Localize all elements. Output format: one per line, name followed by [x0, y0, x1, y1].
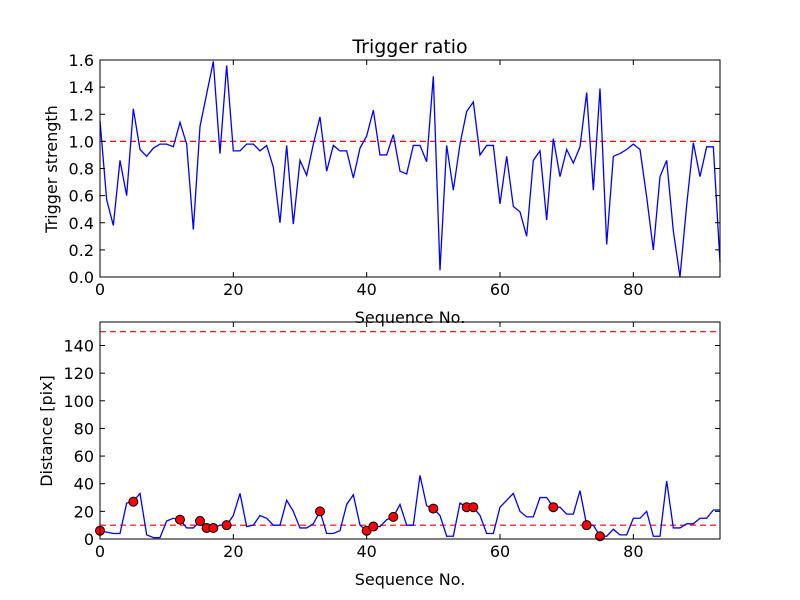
top-series-line [99, 61, 721, 278]
top-x-tick-label: 20 [223, 280, 243, 299]
top-x-tick-label: 80 [623, 280, 643, 299]
bottom-marker-point [468, 502, 479, 513]
bottom-marker-point [428, 503, 439, 514]
bottom-x-tick-label: 40 [356, 542, 376, 561]
bottom-marker-point [548, 502, 559, 513]
top-x-tick-label: 60 [490, 280, 510, 299]
bottom-marker-point [175, 514, 185, 525]
bottom-marker-point [128, 496, 139, 507]
bottom-marker-point [208, 522, 219, 533]
bottom-marker-point [221, 520, 232, 531]
top-plot-area: 0 20 40 60 80 0.0 0.2 0.4 0.6 0.8 1.0 1.2 1.4 1.6 [69, 51, 721, 299]
top-y-tick-label: 1.4 [69, 78, 94, 97]
bottom-marker-point [388, 511, 399, 522]
bottom-x-axis-label: Sequence No. [355, 570, 466, 589]
top-y-tick-label: 0.6 [69, 187, 94, 206]
bottom-y-tick-label: 100 [63, 392, 94, 411]
top-y-tick-label: 1.6 [69, 51, 94, 70]
bottom-y-axis-label: Distance [pix] [37, 375, 56, 487]
top-y-tick-label: 0.2 [69, 241, 94, 260]
bottom-marker-point [368, 521, 379, 532]
top-y-tick-label: 1.0 [69, 132, 94, 151]
bottom-y-tick-label: 0 [84, 530, 94, 549]
top-y-tick-label: 1.2 [69, 105, 94, 124]
bottom-x-tick-label: 0 [95, 542, 105, 561]
bottom-y-tick-label: 140 [63, 336, 94, 355]
bottom-marker-point [195, 516, 205, 527]
bottom-y-tick-label: 80 [74, 419, 94, 438]
bottom-plot-area: 0 20 40 60 80 0 20 40 60 80 100 120 140 [63, 321, 721, 561]
bottom-marker-point [581, 520, 592, 531]
trigger-ratio-panel: Trigger ratio Sequence No. Trigger stren… [42, 36, 721, 327]
top-x-axis-label: Sequence No. [355, 308, 466, 327]
bottom-y-tick-label: 60 [74, 447, 94, 466]
bottom-marker-point [315, 506, 325, 517]
top-x-tick-label: 40 [356, 280, 376, 299]
top-y-tick-label: 0.4 [69, 214, 94, 233]
bottom-y-tick-label: 20 [74, 502, 94, 521]
top-x-tick-label: 0 [95, 280, 105, 299]
trigger-ratio-title: Trigger ratio [351, 36, 467, 58]
bottom-y-tick-label: 40 [74, 475, 94, 494]
top-y-tick-label: 0.0 [69, 268, 94, 287]
bottom-marker-point [595, 531, 605, 542]
top-y-tick-label: 0.8 [69, 160, 94, 179]
bottom-y-tick-label: 120 [63, 364, 94, 383]
bottom-axes-frame [99, 321, 721, 540]
bottom-x-tick-label: 20 [223, 542, 243, 561]
top-y-axis-label: Trigger strength [42, 105, 61, 234]
bottom-x-tick-label: 80 [623, 542, 643, 561]
distance-panel: Sequence No. Distance [pix] 0 20 40 60 80 0 20… [37, 321, 721, 589]
bottom-x-tick-label: 60 [490, 542, 510, 561]
